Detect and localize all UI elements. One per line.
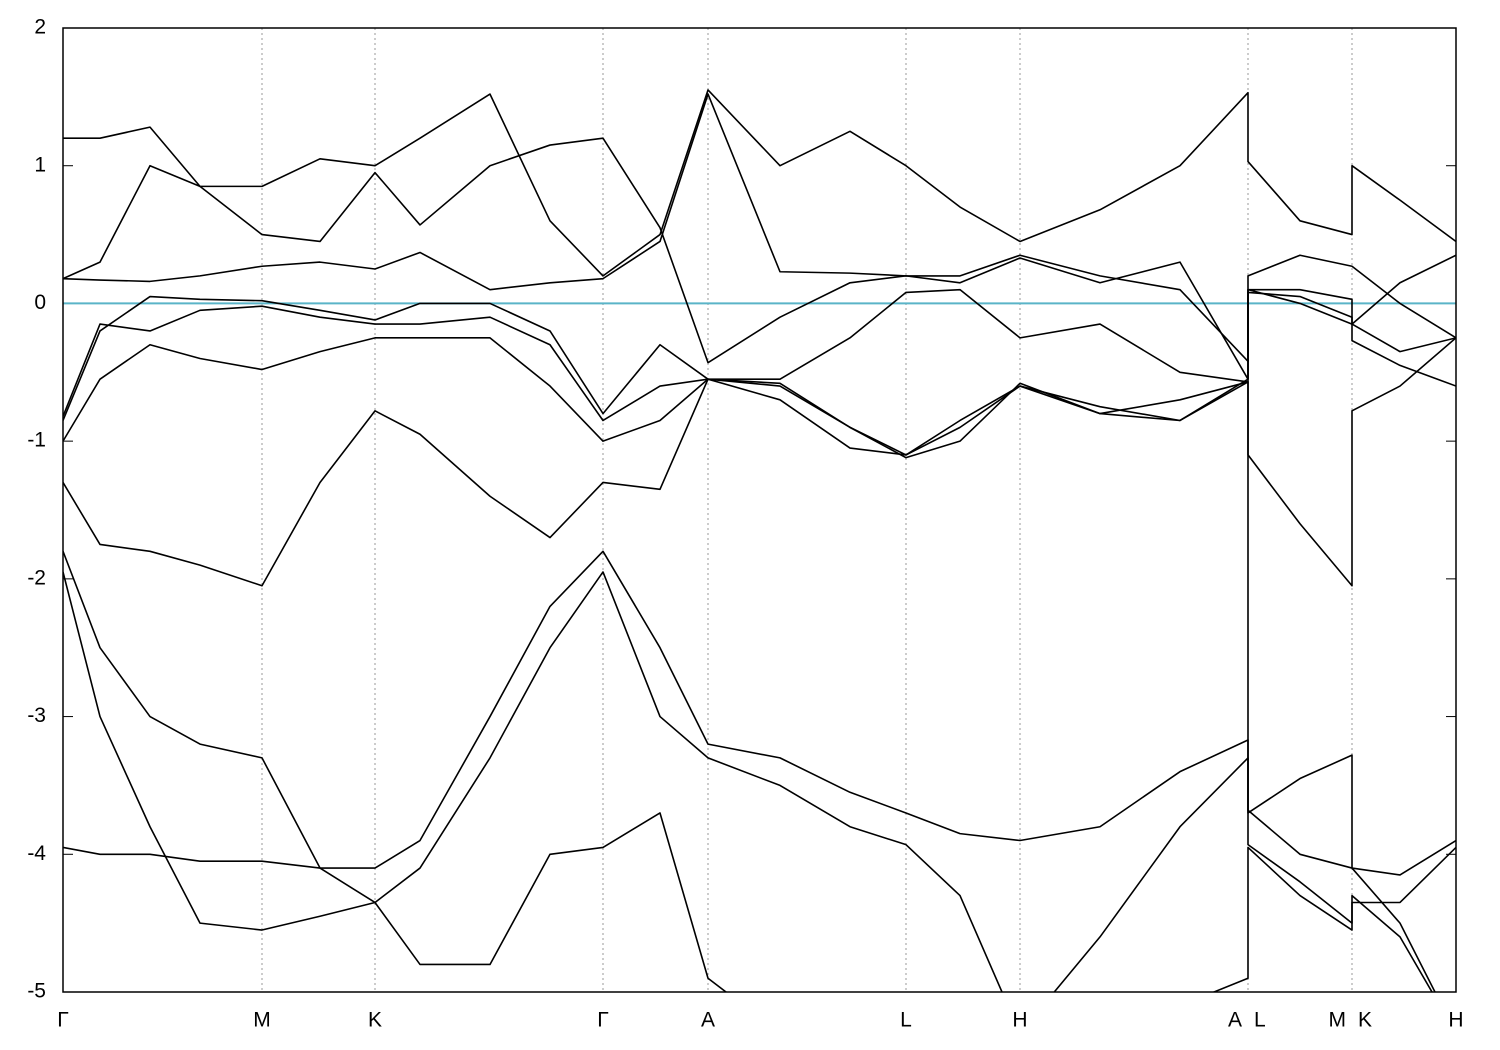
band-line <box>63 89 1456 277</box>
x-tick-label: M <box>1329 1009 1347 1032</box>
x-tick-label: A <box>1228 1009 1242 1032</box>
y-tick-label: 2 <box>34 16 46 39</box>
x-tick-label: K <box>1358 1009 1372 1032</box>
band-line <box>63 137 1456 364</box>
band-line <box>63 291 1456 456</box>
x-tick-label: H <box>1012 1009 1027 1032</box>
plot-area <box>63 89 1456 992</box>
band-line <box>63 288 1456 422</box>
x-tick-label: Γ <box>597 1009 609 1032</box>
band-line <box>63 93 1456 380</box>
x-tick-label: K <box>368 1009 382 1032</box>
band-line <box>63 337 1456 587</box>
y-tick-label: -5 <box>27 980 46 1003</box>
band-line <box>63 550 1456 924</box>
x-tick-label: L <box>900 1009 912 1032</box>
y-tick-label: 1 <box>34 153 46 176</box>
plot-frame <box>62 27 1457 993</box>
band-line <box>63 571 1436 992</box>
x-tick-label: L <box>1254 1009 1266 1032</box>
y-tick-label: -3 <box>27 704 46 727</box>
grid <box>63 27 1456 993</box>
x-tick-label: H <box>1448 1009 1463 1032</box>
x-tick-label: Γ <box>57 1009 69 1032</box>
band-line <box>63 378 1456 876</box>
y-tick-label: 0 <box>34 291 46 314</box>
band-line <box>63 812 1433 992</box>
x-tick-label: A <box>701 1009 715 1032</box>
y-tick-label: -4 <box>27 842 46 865</box>
y-tick-label: -1 <box>27 429 46 452</box>
x-tick-label: M <box>253 1009 271 1032</box>
y-tick-label: -2 <box>27 566 46 589</box>
